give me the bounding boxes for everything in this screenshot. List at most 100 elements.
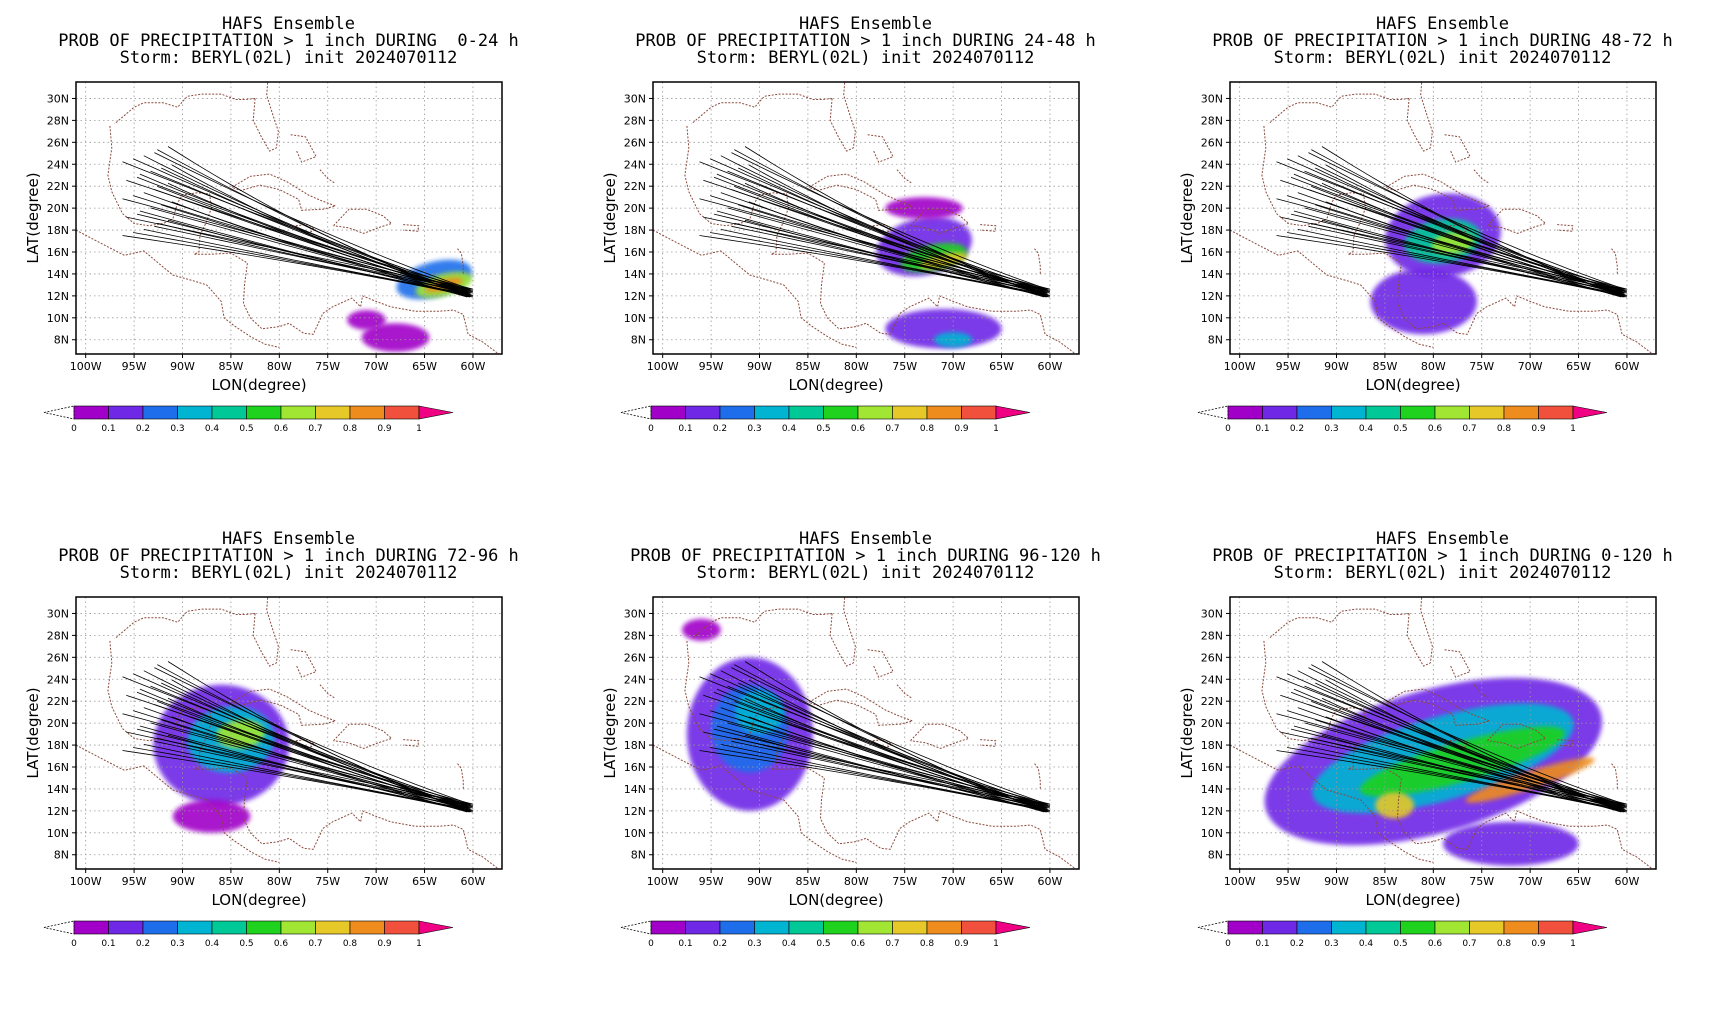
colorbar-label: 0.3	[170, 424, 184, 434]
ensemble-track	[727, 722, 1045, 810]
map-panel: HAFS Ensemble PROB OF PRECIPITATION > 1 i…	[1154, 515, 1731, 1030]
ensemble-track	[139, 173, 474, 290]
colorbar-label: 0.2	[713, 424, 727, 434]
ensemble-track	[143, 670, 472, 806]
colorbar-segment	[1469, 405, 1505, 420]
coastline	[829, 597, 856, 667]
colorbar-label: 0.4	[782, 939, 797, 949]
coastline	[896, 684, 912, 699]
colorbar-segment	[1331, 920, 1367, 935]
ensemble-track	[731, 740, 1046, 809]
colorbar-label: 0.4	[205, 424, 220, 434]
colorbar-segment	[177, 920, 213, 935]
colorbar-segment	[1365, 405, 1401, 420]
ensemble-track	[716, 688, 1051, 805]
colorbar-label: 0.2	[136, 939, 150, 949]
y-axis-label: LAT(degree)	[1178, 172, 1196, 263]
lat-tick-label: 10N	[1201, 827, 1223, 840]
colorbar-high-arrow	[995, 405, 1031, 420]
panel-title1: HAFS Ensemble	[798, 14, 933, 34]
ensemble-track	[1311, 222, 1622, 293]
lon-tick-label: 95W	[1276, 875, 1301, 888]
coastline	[684, 125, 1075, 354]
colorbar-high-arrow	[418, 920, 454, 935]
ensemble-track	[154, 740, 469, 809]
colorbar-segment	[211, 405, 247, 420]
colorbar-segment	[177, 405, 213, 420]
colorbar-segment	[719, 405, 755, 420]
coastline	[1385, 688, 1492, 726]
lon-tick-label: 85W	[218, 875, 243, 888]
map-area	[653, 597, 1079, 869]
lon-tick-label: 85W	[795, 360, 820, 373]
colorbar-label: 0.9	[377, 424, 392, 434]
lat-tick-label: 10N	[1201, 312, 1223, 325]
colorbar-label: 0.7	[885, 424, 899, 434]
precip-area	[361, 323, 430, 352]
colorbar-label: 0.2	[1290, 424, 1304, 434]
lon-tick-label: 90W	[170, 360, 195, 373]
lon-tick-label: 75W	[315, 360, 340, 373]
coastline	[107, 125, 498, 354]
coastline	[866, 649, 894, 678]
colorbar-label: 0.5	[816, 939, 830, 949]
map-panel: HAFS Ensemble PROB OF PRECIPITATION > 1 i…	[0, 515, 577, 1030]
colorbar-label: 0.2	[136, 424, 150, 434]
plot-frame	[1229, 81, 1657, 355]
map-canvas: 100W 95W 90W 85W 80W 75W 70W 65W 60W 8N 10N 12N 14N 1…	[1178, 81, 1657, 434]
ensemble-track	[699, 161, 1045, 294]
lat-tick-label: 22N	[1201, 180, 1223, 193]
colorbar-segment	[788, 405, 824, 420]
lon-tick-label: 75W	[892, 360, 917, 373]
lat-tick-label: 8N	[1208, 334, 1223, 347]
coastline	[1230, 744, 1434, 863]
lon-tick-label: 70W	[1518, 360, 1543, 373]
ensemble-track	[1308, 667, 1625, 805]
colorbar-label: 0.8	[920, 424, 935, 434]
colorbar-segment	[926, 920, 962, 935]
lat-tick-label: 30N	[47, 92, 69, 105]
lat-tick-label: 12N	[624, 805, 646, 818]
lon-tick-label: 100W	[647, 875, 679, 888]
lat-tick-label: 30N	[624, 92, 646, 105]
ensemble-track	[1287, 747, 1626, 812]
ensemble-track	[744, 182, 1048, 294]
colorbar-label: 0	[71, 939, 77, 949]
map-area	[1230, 82, 1656, 354]
colorbar-segment	[719, 920, 755, 935]
lon-tick-label: 100W	[647, 360, 679, 373]
ensemble-track	[1293, 688, 1628, 805]
colorbar-low-arrow	[620, 920, 652, 935]
lon-tick-label: 80W	[267, 875, 292, 888]
panel-title1: HAFS Ensemble	[221, 529, 356, 549]
ensemble-track	[713, 176, 1045, 291]
ensemble-track	[1290, 176, 1622, 291]
lat-tick-label: 8N	[631, 334, 646, 347]
ensemble-track	[122, 750, 474, 813]
ensemble-track	[731, 152, 1048, 290]
lon-tick-label: 90W	[1324, 875, 1349, 888]
colorbar-segment	[1538, 405, 1574, 420]
colorbar-label: 0.3	[170, 939, 184, 949]
lat-tick-label: 30N	[624, 607, 646, 620]
colorbar-segment	[349, 405, 385, 420]
colorbar-segment	[315, 920, 351, 935]
colorbar-label: 1	[1570, 424, 1576, 434]
colorbar-segment	[1503, 405, 1539, 420]
lon-tick-label: 85W	[1372, 875, 1397, 888]
lon-tick-label: 60W	[461, 360, 486, 373]
lon-tick-label: 80W	[844, 875, 869, 888]
coastline	[76, 744, 280, 863]
colorbar-segment	[857, 920, 893, 935]
lon-tick-label: 65W	[1566, 360, 1591, 373]
x-axis-label: LON(degree)	[788, 891, 883, 909]
x-axis-label: LON(degree)	[1365, 891, 1460, 909]
map-area	[653, 82, 1079, 354]
colorbar-label: 1	[1570, 939, 1576, 949]
lat-tick-label: 30N	[47, 607, 69, 620]
coastline	[653, 229, 857, 348]
lon-tick-label: 65W	[989, 875, 1014, 888]
lon-tick-label: 65W	[412, 875, 437, 888]
lat-tick-label: 14N	[1201, 783, 1223, 796]
lat-tick-label: 16N	[1201, 246, 1223, 259]
